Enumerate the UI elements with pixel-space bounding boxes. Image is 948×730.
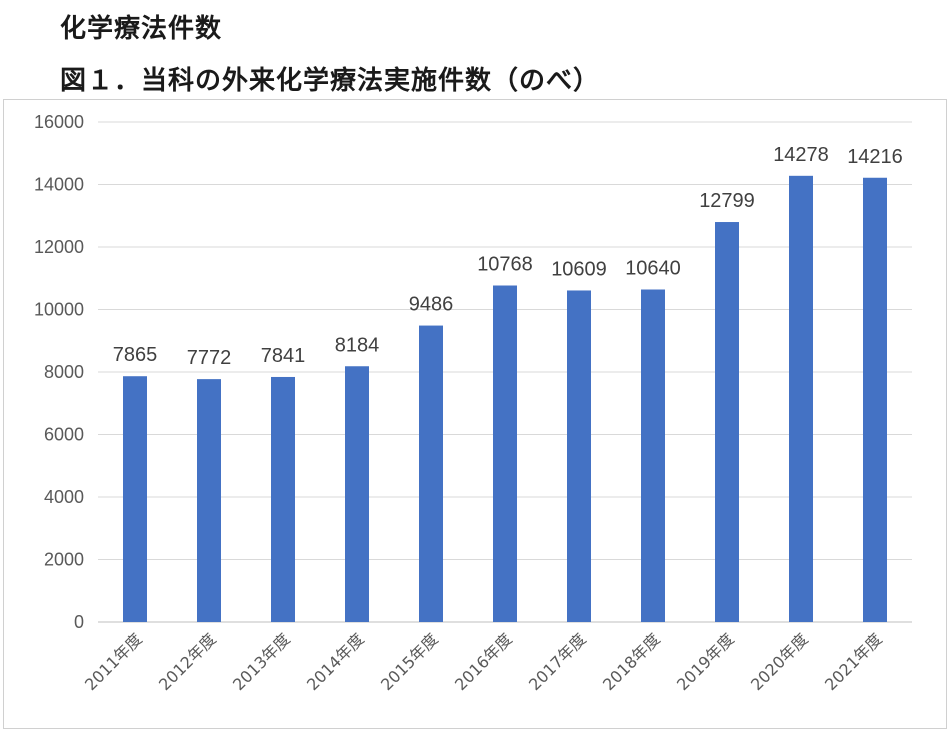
y-tick-label: 0 bbox=[74, 612, 84, 632]
bar bbox=[419, 325, 443, 622]
bar bbox=[715, 222, 739, 622]
data-label: 10768 bbox=[477, 254, 533, 276]
x-tick-label: 2013年度 bbox=[229, 629, 294, 694]
page-heading: 化学療法件数 bbox=[60, 14, 223, 44]
bar bbox=[123, 376, 147, 622]
bar bbox=[567, 290, 591, 622]
y-tick-label: 14000 bbox=[34, 175, 84, 195]
x-tick-label: 2011年度 bbox=[81, 629, 146, 694]
y-tick-label: 10000 bbox=[34, 300, 84, 320]
x-tick-label: 2021年度 bbox=[821, 629, 886, 694]
bar bbox=[863, 177, 887, 622]
y-tick-label: 6000 bbox=[44, 425, 84, 445]
bar bbox=[641, 289, 665, 622]
data-label: 7841 bbox=[261, 345, 306, 367]
x-tick-label: 2017年度 bbox=[525, 629, 590, 694]
bar bbox=[197, 379, 221, 622]
bar bbox=[493, 285, 517, 622]
bar bbox=[345, 366, 369, 622]
x-tick-label: 2018年度 bbox=[599, 629, 664, 694]
y-tick-label: 12000 bbox=[34, 237, 84, 257]
data-label: 7772 bbox=[187, 347, 232, 369]
data-label: 12799 bbox=[699, 190, 755, 212]
data-label: 10640 bbox=[625, 258, 681, 280]
figure-title: 図１．当科の外来化学療法実施件数（のべ） bbox=[60, 66, 601, 96]
data-label: 14216 bbox=[847, 146, 903, 168]
y-tick-label: 4000 bbox=[44, 487, 84, 507]
y-tick-label: 8000 bbox=[44, 362, 84, 382]
y-tick-label: 16000 bbox=[34, 112, 84, 132]
bar bbox=[789, 175, 813, 622]
x-tick-label: 2014年度 bbox=[303, 629, 368, 694]
bar bbox=[271, 376, 295, 622]
data-label: 9486 bbox=[409, 294, 454, 316]
y-tick-label: 2000 bbox=[44, 550, 84, 570]
data-label: 8184 bbox=[335, 334, 380, 356]
x-tick-label: 2015年度 bbox=[377, 629, 442, 694]
data-label: 7865 bbox=[113, 344, 158, 366]
x-tick-label: 2019年度 bbox=[673, 629, 738, 694]
x-tick-label: 2012年度 bbox=[155, 629, 220, 694]
data-label: 14278 bbox=[773, 144, 829, 166]
x-tick-label: 2016年度 bbox=[451, 629, 516, 694]
data-label: 10609 bbox=[551, 258, 607, 280]
x-tick-label: 2020年度 bbox=[747, 629, 812, 694]
